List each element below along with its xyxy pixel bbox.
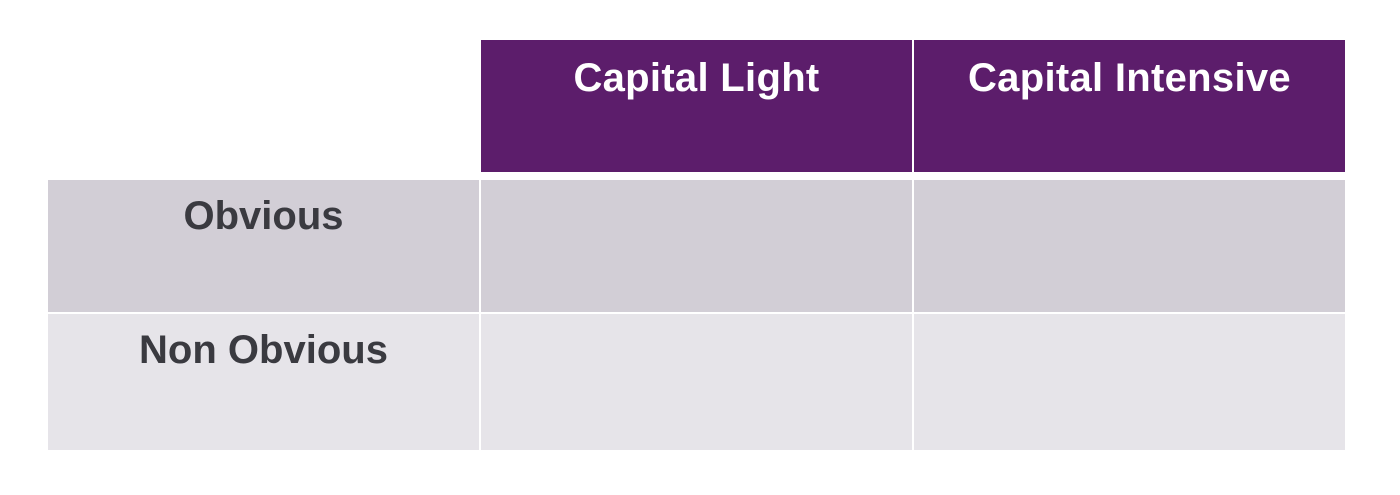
row-header-label: Non Obvious (139, 328, 388, 372)
cell-obvious-capital-light (481, 180, 912, 312)
cell-non-obvious-capital-light (481, 314, 912, 450)
row-header-non-obvious: Non Obvious (48, 314, 479, 450)
row-header-label: Obvious (183, 194, 344, 238)
cell-non-obvious-capital-intensive (914, 314, 1345, 450)
cell-obvious-capital-intensive (914, 180, 1345, 312)
row-header-obvious: Obvious (48, 180, 479, 312)
column-header-label: Capital Intensive (968, 56, 1291, 100)
column-header-capital-intensive: Capital Intensive (914, 40, 1345, 172)
column-header-capital-light: Capital Light (481, 40, 912, 172)
column-header-label: Capital Light (573, 56, 820, 100)
